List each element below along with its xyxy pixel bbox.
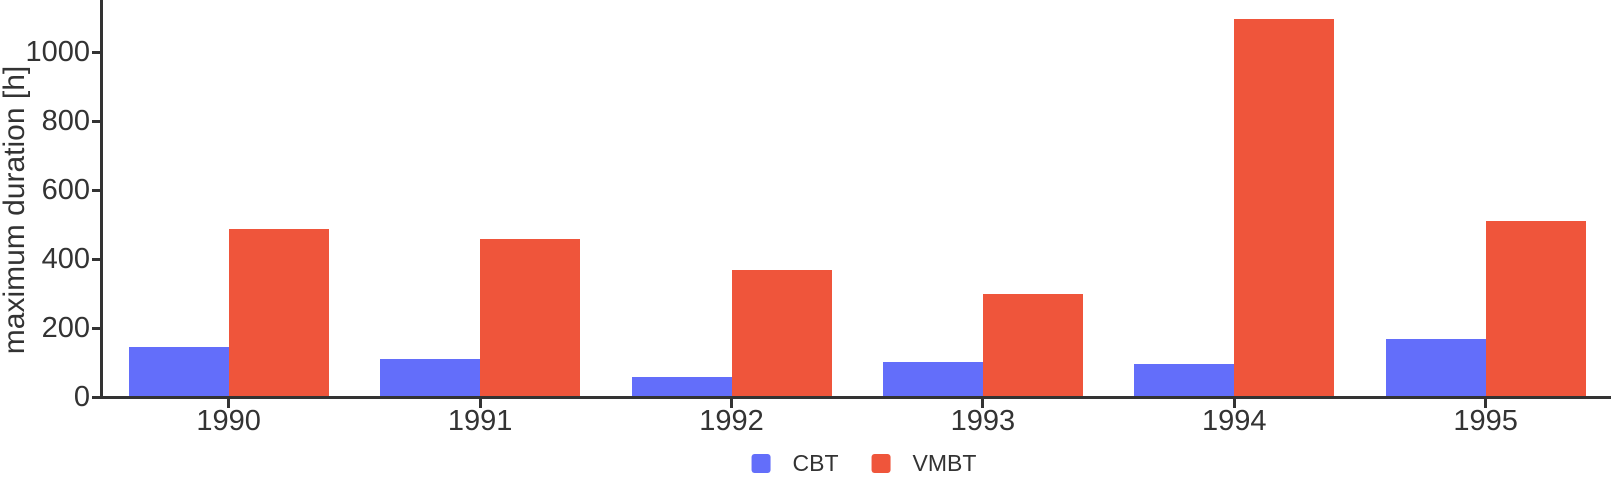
legend-swatch-vmbt	[871, 454, 891, 473]
bar-cbt-1991	[380, 359, 481, 397]
legend-label-vmbt: VMBT	[912, 450, 977, 476]
legend-item-vmbt: VMBT	[871, 450, 977, 477]
y-tick-mark-400	[92, 257, 101, 261]
y-tick-mark-800	[92, 119, 101, 123]
y-tick-label-0: 0	[73, 381, 90, 413]
x-tick-mark-1991	[478, 398, 482, 408]
y-tick-label-800: 800	[41, 105, 90, 137]
x-tick-label-1991: 1991	[447, 405, 513, 437]
x-tick-mark-1990	[227, 398, 231, 408]
x-tick-mark-1994	[1232, 398, 1236, 408]
bar-vmbt-1993	[982, 294, 1083, 397]
bar-cbt-1995	[1385, 339, 1486, 397]
x-tick-label-1995: 1995	[1453, 405, 1518, 437]
y-tick-label-400: 400	[41, 243, 90, 275]
x-tick-label-1990: 1990	[196, 405, 261, 437]
y-tick-mark-0	[92, 395, 101, 399]
y-tick-label-200: 200	[41, 312, 90, 344]
y-tick-mark-1000	[92, 50, 101, 54]
x-tick-label-1993: 1993	[950, 405, 1016, 437]
y-tick-mark-600	[92, 188, 101, 192]
bar-vmbt-1994	[1234, 18, 1335, 397]
x-tick-label-1994: 1994	[1202, 405, 1267, 437]
x-tick-mark-1995	[1484, 398, 1488, 408]
legend-swatch-cbt	[751, 454, 771, 473]
x-tick-mark-1993	[981, 398, 985, 408]
y-tick-label-600: 600	[41, 174, 90, 206]
x-tick-mark-1992	[730, 398, 733, 408]
legend-label-cbt: CBT	[792, 450, 839, 476]
bar-vmbt-1995	[1485, 221, 1586, 397]
bar-cbt-1994	[1134, 364, 1235, 397]
bar-vmbt-1991	[480, 238, 581, 397]
bar-vmbt-1990	[228, 228, 329, 397]
y-tick-label-1000: 1000	[25, 36, 90, 68]
x-tick-label-1992: 1992	[699, 405, 764, 437]
y-axis-line	[100, 0, 103, 398]
bar-cbt-1990	[128, 346, 229, 397]
bar-cbt-1992	[631, 377, 732, 397]
legend: CBT VMBT	[751, 450, 977, 477]
x-axis-line	[100, 395, 1611, 399]
bar-vmbt-1992	[731, 270, 832, 397]
y-tick-mark-200	[92, 326, 101, 330]
bar-cbt-1993	[882, 361, 983, 397]
legend-item-cbt: CBT	[751, 450, 839, 477]
